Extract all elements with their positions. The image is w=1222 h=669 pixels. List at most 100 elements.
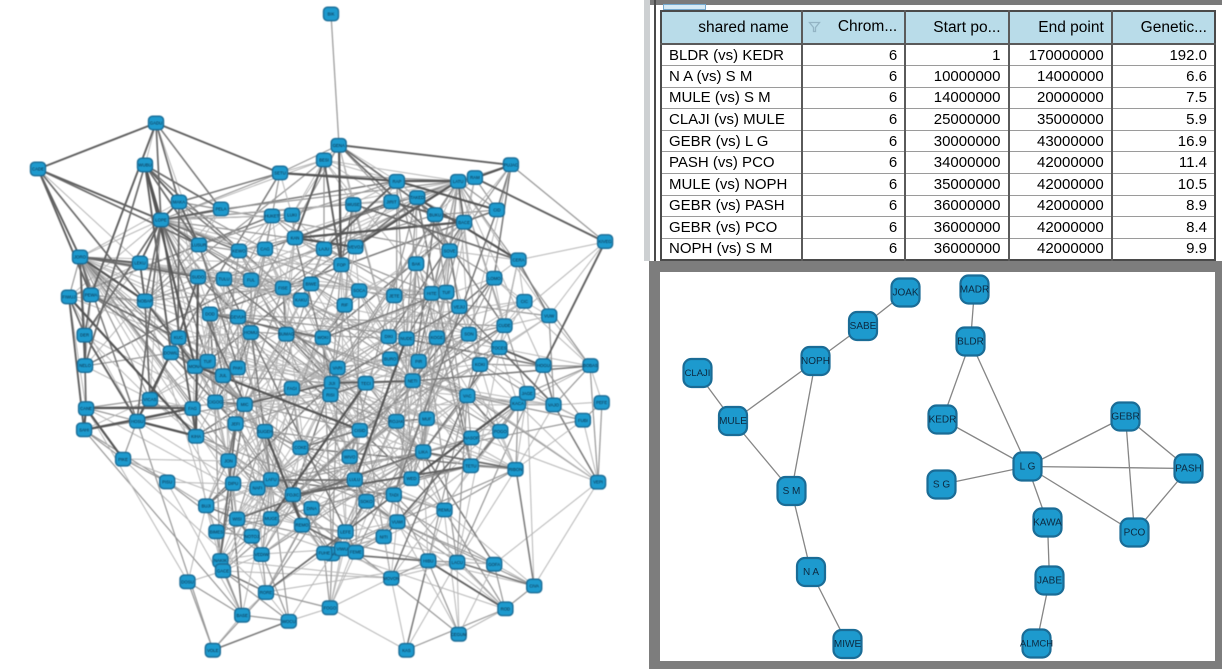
svg-text:MONA: MONA [189, 364, 202, 369]
svg-text:SETU: SETU [274, 171, 285, 176]
svg-text:LIKA: LIKA [419, 449, 428, 454]
svg-text:S M: S M [783, 486, 801, 497]
svg-text:WISI: WISI [232, 517, 241, 522]
svg-text:RAP: RAP [392, 179, 401, 184]
svg-text:SAHI: SAHI [79, 427, 89, 432]
svg-text:ALMCH: ALMCH [1020, 639, 1053, 650]
svg-text:BIK: BIK [328, 12, 335, 17]
svg-text:L G: L G [1020, 462, 1036, 473]
svg-text:NAKIK: NAKIK [214, 558, 227, 563]
svg-text:VICAS: VICAS [144, 397, 157, 402]
svg-text:CID: CID [493, 208, 500, 213]
svg-text:TOCES: TOCES [492, 345, 507, 350]
svg-text:PELA: PELA [216, 207, 227, 212]
svg-text:FOGO: FOGO [324, 605, 337, 610]
svg-text:PUJAC: PUJAC [504, 162, 518, 167]
svg-text:TUF: TUF [204, 359, 213, 364]
svg-text:CISID: CISID [354, 428, 365, 433]
svg-text:LUKI: LUKI [287, 213, 297, 218]
svg-text:PEFE: PEFE [596, 400, 607, 405]
svg-text:VUW: VUW [544, 314, 555, 319]
svg-text:VEPI: VEPI [593, 480, 603, 485]
svg-text:SUGEH: SUGEH [257, 429, 272, 434]
svg-text:NITI: NITI [380, 535, 388, 540]
svg-text:REMU: REMU [438, 508, 451, 513]
svg-text:KAS: KAS [402, 648, 411, 653]
svg-text:VAC: VAC [463, 394, 472, 399]
svg-text:MIC: MIC [241, 402, 249, 407]
svg-text:RISI: RISI [326, 393, 334, 398]
svg-text:WUSE: WUSE [347, 202, 360, 207]
svg-text:HITE: HITE [427, 291, 437, 296]
svg-text:CUDE: CUDE [498, 323, 510, 328]
svg-text:TETU: TETU [465, 464, 476, 469]
svg-text:LEFE: LEFE [340, 529, 351, 534]
svg-text:NASOF: NASOF [464, 436, 479, 441]
svg-text:HOMU: HOMU [244, 330, 257, 335]
svg-text:KIHA: KIHA [191, 434, 201, 439]
svg-text:WIVO: WIVO [344, 454, 356, 459]
svg-text:BIMES: BIMES [210, 529, 224, 534]
svg-text:COKE: COKE [294, 445, 306, 450]
svg-text:GEBR: GEBR [1111, 412, 1139, 423]
svg-text:HOGU: HOGU [537, 363, 550, 368]
svg-text:WED: WED [406, 476, 416, 481]
svg-text:LUSUR: LUSUR [192, 243, 207, 248]
svg-text:CIVA: CIVA [529, 584, 539, 589]
svg-text:FAGI: FAGI [287, 386, 297, 391]
svg-text:KACA: KACA [512, 401, 524, 406]
svg-text:TULU: TULU [218, 277, 229, 282]
svg-text:VEVOJ: VEVOJ [348, 245, 362, 250]
svg-text:LOPE: LOPE [155, 218, 167, 223]
svg-text:GENA: GENA [333, 143, 345, 148]
svg-text:NETI: NETI [408, 378, 418, 383]
svg-text:BIWE: BIWE [306, 282, 317, 287]
svg-text:KEDR: KEDR [929, 415, 957, 426]
svg-text:PASH: PASH [1175, 464, 1202, 475]
svg-text:CLAJI: CLAJI [685, 368, 711, 379]
svg-text:MAKA: MAKA [173, 200, 185, 205]
svg-text:BASE: BASE [236, 613, 248, 618]
svg-text:JORO: JORO [74, 255, 87, 260]
svg-text:GOFA: GOFA [488, 562, 500, 567]
svg-text:CANE: CANE [80, 406, 92, 411]
svg-text:MIWE: MIWE [834, 639, 862, 650]
svg-text:JOAK: JOAK [892, 288, 918, 299]
svg-text:VIWU: VIWU [336, 547, 347, 552]
svg-text:CERA: CERA [513, 258, 525, 263]
svg-text:VOLE: VOLE [207, 648, 219, 653]
svg-text:WUBU: WUBU [138, 163, 151, 168]
svg-text:BLDR: BLDR [957, 337, 984, 348]
svg-text:PCO: PCO [1124, 528, 1146, 539]
svg-text:LAFU: LAFU [266, 477, 277, 482]
svg-text:WOCU: WOCU [282, 619, 296, 624]
svg-text:CEGUM: CEGUM [451, 632, 467, 637]
svg-text:CIC: CIC [521, 299, 528, 304]
svg-text:LEKU: LEKU [134, 261, 145, 266]
svg-text:PIR: PIR [415, 359, 422, 364]
svg-text:LATU: LATU [453, 179, 464, 184]
svg-text:MULE: MULE [719, 416, 747, 427]
svg-text:GACE: GACE [217, 568, 229, 573]
svg-text:JUL: JUL [219, 373, 227, 378]
svg-text:MOVON: MOVON [383, 576, 399, 581]
svg-text:NAFI: NAFI [253, 486, 263, 491]
svg-text:RAM: RAM [470, 175, 480, 180]
svg-text:ROD: ROD [501, 607, 511, 612]
svg-text:VAJO: VAJO [548, 403, 560, 408]
svg-text:BURO: BURO [384, 357, 397, 362]
svg-text:FOJIC: FOJIC [287, 492, 299, 497]
svg-text:DOSU: DOSU [181, 580, 193, 585]
svg-text:BAK: BAK [412, 261, 421, 266]
svg-text:TUF: TUF [442, 290, 451, 295]
svg-text:JEFI: JEFI [231, 421, 240, 426]
svg-text:MUGE: MUGE [265, 516, 278, 521]
svg-text:NUDE: NUDE [400, 336, 412, 341]
svg-text:VARI: VARI [333, 366, 343, 371]
svg-text:HUKET: HUKET [265, 214, 280, 219]
svg-text:FAG: FAG [188, 406, 197, 411]
svg-text:PAKI: PAKI [233, 366, 242, 371]
svg-text:JABE: JABE [1037, 576, 1062, 587]
svg-text:SUDO: SUDO [192, 275, 205, 280]
svg-text:PIKE: PIKE [118, 457, 128, 462]
